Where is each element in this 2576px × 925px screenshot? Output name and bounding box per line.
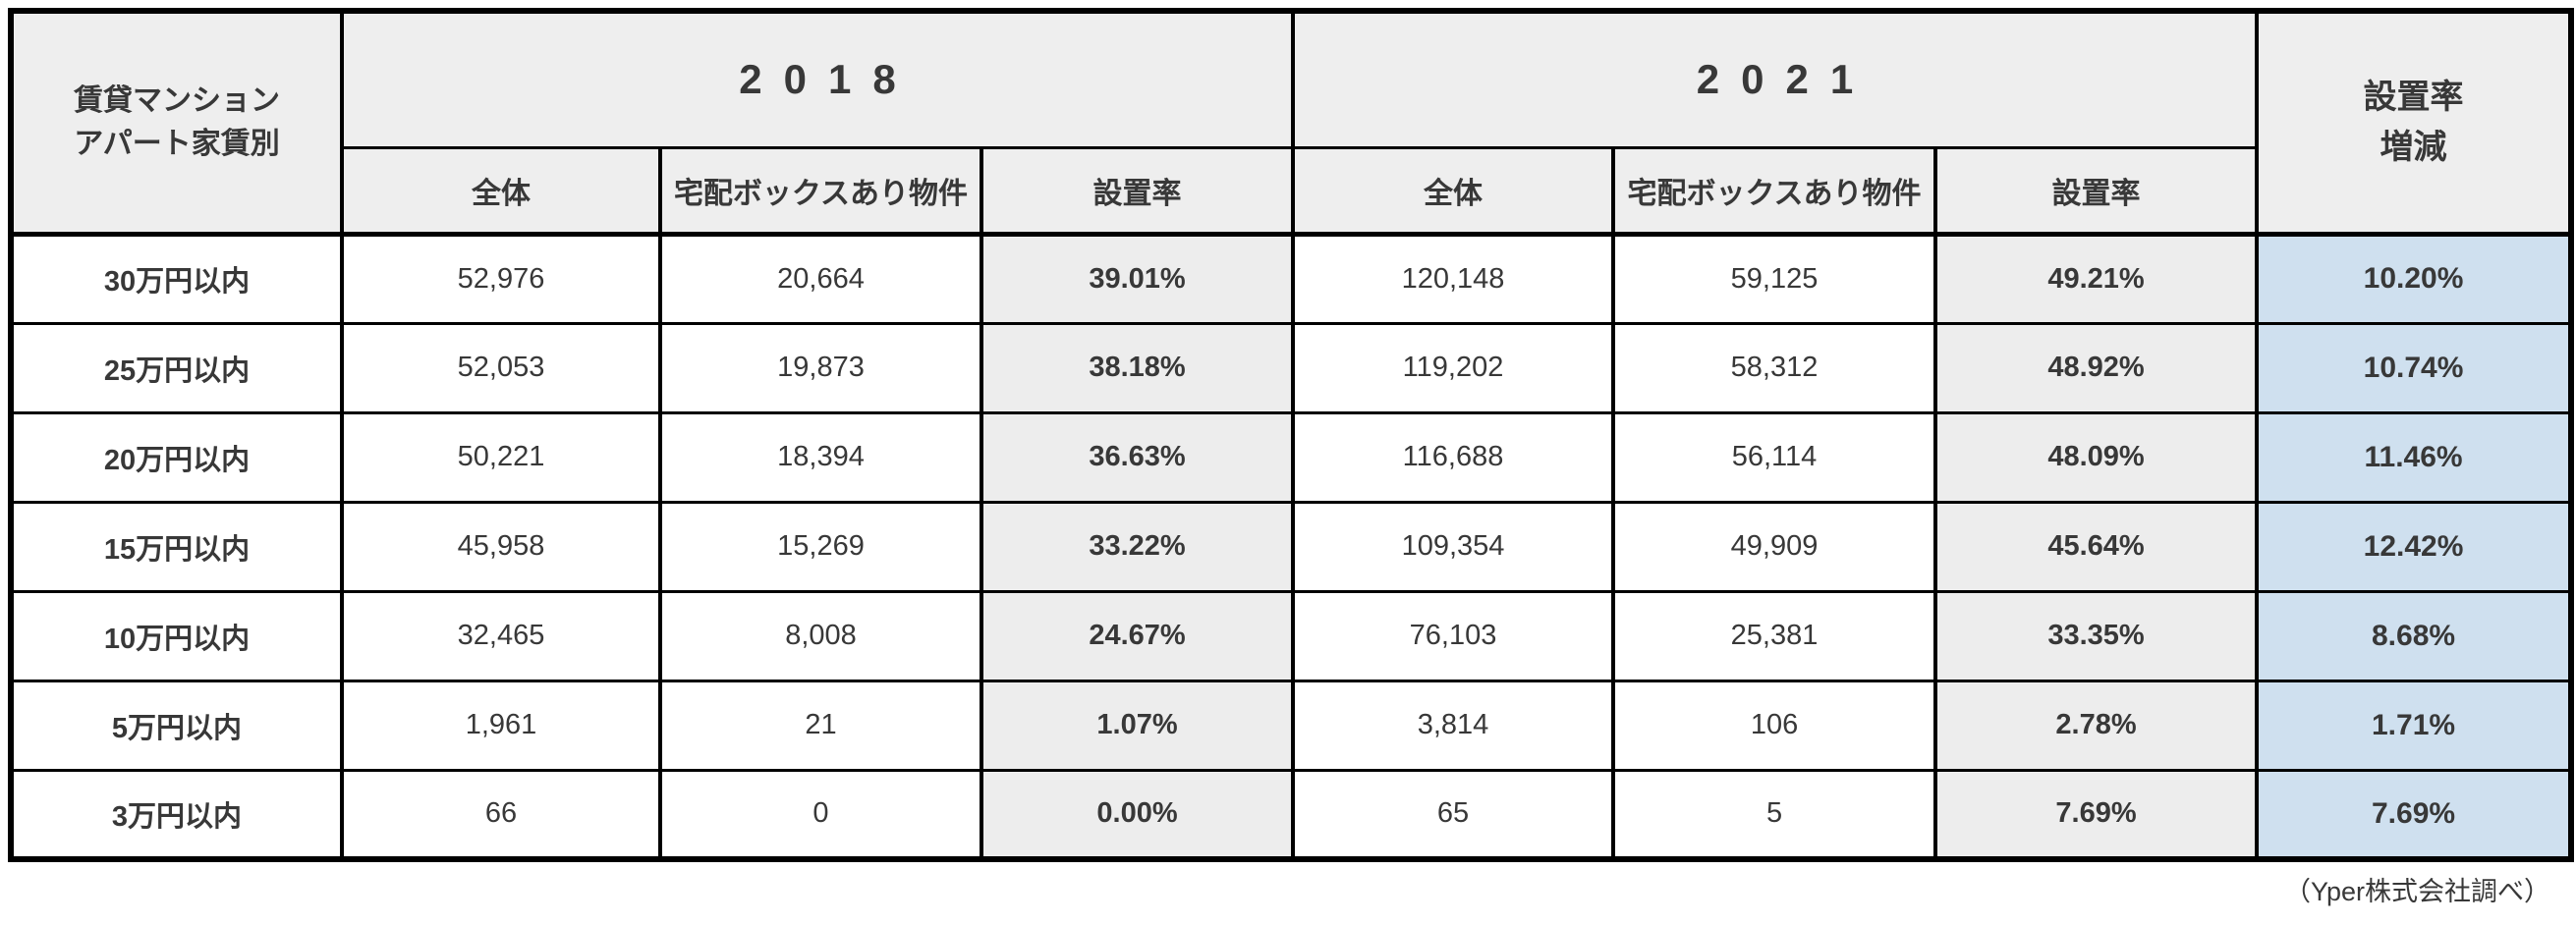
cell-2018-total: 50,221 bbox=[340, 410, 662, 504]
cell-2021-rate: 49.21% bbox=[1933, 232, 2260, 325]
cell-2021-total: 120,148 bbox=[1291, 232, 1616, 325]
cell-2018-with-box: 20,664 bbox=[658, 232, 983, 325]
cell-rate-diff: 11.46% bbox=[2255, 410, 2574, 504]
row-label: 5万円以内 bbox=[9, 679, 344, 772]
cell-2018-total: 52,976 bbox=[340, 232, 662, 325]
table-row: 3万円以内 66 0 0.00% 65 5 7.69% 7.69% bbox=[9, 768, 2574, 861]
corner-header-cell: 賃貸マンション アパート家賃別 bbox=[9, 9, 344, 237]
cell-2018-with-box: 8,008 bbox=[658, 589, 983, 682]
cell-2018-total: 45,958 bbox=[340, 500, 662, 593]
row-label: 15万円以内 bbox=[9, 500, 344, 593]
cell-rate-diff: 10.74% bbox=[2255, 321, 2574, 414]
cell-2018-with-box: 19,873 bbox=[658, 321, 983, 414]
cell-2018-rate: 0.00% bbox=[979, 768, 1296, 861]
cell-2018-rate: 39.01% bbox=[979, 232, 1296, 325]
cell-2021-with-box: 25,381 bbox=[1611, 589, 1938, 682]
cell-rate-diff: 12.42% bbox=[2255, 500, 2574, 593]
cell-2021-with-box: 59,125 bbox=[1611, 232, 1938, 325]
cell-2018-total: 52,053 bbox=[340, 321, 662, 414]
cell-2021-with-box: 5 bbox=[1611, 768, 1938, 861]
cell-2018-rate: 36.63% bbox=[979, 410, 1296, 504]
cell-2018-rate: 38.18% bbox=[979, 321, 1296, 414]
col-header-2021-rate: 設置率 bbox=[1933, 145, 2260, 237]
cell-2021-total: 65 bbox=[1291, 768, 1616, 861]
cell-2021-rate: 48.92% bbox=[1933, 321, 2260, 414]
row-label: 3万円以内 bbox=[9, 768, 344, 861]
source-note: （Yper株式会社調べ） bbox=[2283, 877, 2550, 906]
data-table: 賃貸マンション アパート家賃別 2018 2021 設置率 増減 全体 宅配ボッ… bbox=[8, 8, 2575, 862]
col-header-2021-total: 全体 bbox=[1291, 145, 1616, 237]
col-header-2021-with-box: 宅配ボックスあり物件 bbox=[1611, 145, 1938, 237]
cell-2021-rate: 48.09% bbox=[1933, 410, 2260, 504]
cell-2021-rate: 33.35% bbox=[1933, 589, 2260, 682]
table-row: 5万円以内 1,961 21 1.07% 3,814 106 2.78% 1.7… bbox=[9, 679, 2574, 772]
cell-2018-total: 1,961 bbox=[340, 679, 662, 772]
cell-2021-rate: 45.64% bbox=[1933, 500, 2260, 593]
cell-2021-with-box: 49,909 bbox=[1611, 500, 1938, 593]
year-2018-header: 2018 bbox=[339, 9, 1296, 149]
cell-rate-diff: 1.71% bbox=[2255, 679, 2574, 772]
row-label: 25万円以内 bbox=[9, 321, 344, 414]
table-row: 20万円以内 50,221 18,394 36.63% 116,688 56,1… bbox=[9, 410, 2574, 504]
diff-rate-header-line1: 設置率 bbox=[2363, 78, 2464, 116]
col-header-2018-rate: 設置率 bbox=[979, 145, 1296, 237]
cell-2018-total: 66 bbox=[340, 768, 662, 861]
cell-2018-rate: 33.22% bbox=[979, 500, 1296, 593]
cell-2021-total: 109,354 bbox=[1291, 500, 1616, 593]
cell-2021-rate: 7.69% bbox=[1933, 768, 2260, 861]
table-row: 10万円以内 32,465 8,008 24.67% 76,103 25,381… bbox=[9, 589, 2574, 682]
cell-2018-total: 32,465 bbox=[340, 589, 662, 682]
table-row: 30万円以内 52,976 20,664 39.01% 120,148 59,1… bbox=[9, 232, 2574, 325]
cell-2021-with-box: 58,312 bbox=[1611, 321, 1938, 414]
row-label: 20万円以内 bbox=[9, 410, 344, 504]
table-row: 25万円以内 52,053 19,873 38.18% 119,202 58,3… bbox=[9, 321, 2574, 414]
cell-2021-with-box: 56,114 bbox=[1611, 410, 1938, 504]
row-label: 30万円以内 bbox=[9, 232, 344, 325]
cell-2018-rate: 24.67% bbox=[979, 589, 1296, 682]
row-label: 10万円以内 bbox=[9, 589, 344, 682]
corner-header-line2: アパート家賃別 bbox=[74, 127, 280, 160]
cell-2021-with-box: 106 bbox=[1611, 679, 1938, 772]
cell-2021-total: 76,103 bbox=[1291, 589, 1616, 682]
year-2021-header: 2021 bbox=[1291, 9, 2260, 149]
cell-2021-total: 116,688 bbox=[1291, 410, 1616, 504]
cell-2018-with-box: 0 bbox=[658, 768, 983, 861]
table-row: 15万円以内 45,958 15,269 33.22% 109,354 49,9… bbox=[9, 500, 2574, 593]
cell-rate-diff: 7.69% bbox=[2255, 768, 2574, 861]
diff-rate-header-line2: 増減 bbox=[2380, 128, 2447, 166]
cell-rate-diff: 10.20% bbox=[2255, 232, 2574, 325]
cell-2021-total: 3,814 bbox=[1291, 679, 1616, 772]
cell-2018-rate: 1.07% bbox=[979, 679, 1296, 772]
cell-2021-total: 119,202 bbox=[1291, 321, 1616, 414]
cell-rate-diff: 8.68% bbox=[2255, 589, 2574, 682]
cell-2018-with-box: 15,269 bbox=[658, 500, 983, 593]
diff-rate-header-cell: 設置率 増減 bbox=[2255, 9, 2574, 237]
corner-header-line1: 賃貸マンション bbox=[74, 84, 280, 118]
cell-2021-rate: 2.78% bbox=[1933, 679, 2260, 772]
col-header-2018-total: 全体 bbox=[340, 145, 662, 237]
col-header-2018-with-box: 宅配ボックスあり物件 bbox=[658, 145, 983, 237]
cell-2018-with-box: 21 bbox=[658, 679, 983, 772]
cell-2018-with-box: 18,394 bbox=[658, 410, 983, 504]
